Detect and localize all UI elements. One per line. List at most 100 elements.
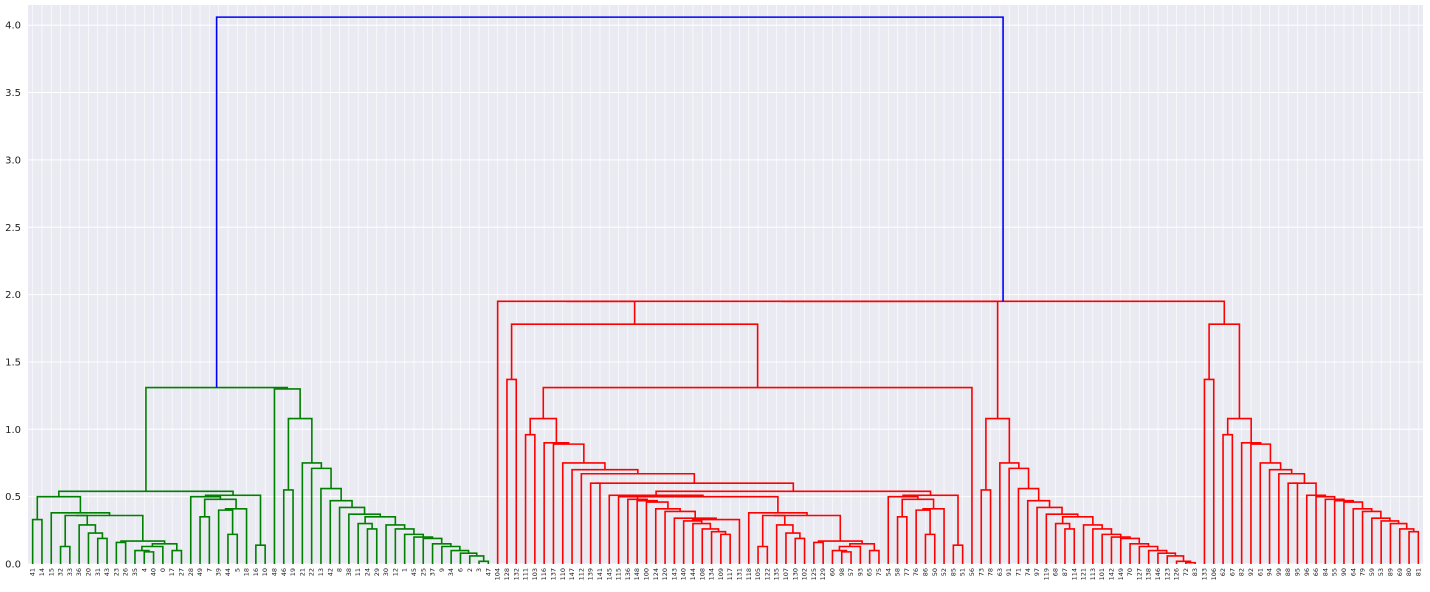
dendrogram-link [628, 495, 779, 513]
dendrogram-link [595, 482, 795, 492]
leaf-label: 4 [140, 568, 148, 572]
leaf-label: 124 [652, 568, 660, 580]
leaf-label: 76 [912, 568, 920, 576]
leaf-label: 79 [1359, 568, 1367, 576]
leaf-label: 135 [773, 568, 781, 580]
leaf-label: 32 [57, 568, 65, 576]
leaf-label: 145 [605, 568, 613, 580]
dendrogram-link [1343, 501, 1364, 564]
leaf-label: 97 [1033, 568, 1041, 576]
leaf-label: 44 [224, 568, 232, 576]
dendrogram-link [506, 378, 518, 564]
dendrogram-link [781, 300, 1226, 325]
leaf-label: 8 [336, 568, 344, 572]
leaf-label: 132 [512, 568, 520, 580]
y-tick-label: 4.0 [5, 21, 21, 32]
leaf-label: 134 [708, 568, 716, 580]
leaf-label: 146 [1154, 568, 1162, 580]
leaf-label: 133 [1200, 568, 1208, 580]
leaf-label: 27 [177, 568, 185, 576]
leaf-label: 11 [354, 568, 362, 576]
leaf-label: 6 [456, 568, 464, 572]
leaf-label: 5 [233, 568, 241, 572]
dendrogram-link [215, 16, 1004, 388]
leaf-label: 139 [587, 568, 595, 580]
dendrogram-link [1333, 499, 1355, 564]
leaf-label: 24 [363, 568, 371, 576]
leaf-label: 89 [1386, 568, 1394, 576]
leaf-label: 52 [940, 568, 948, 576]
leaf-label: 111 [522, 568, 530, 580]
leaf-label: 96 [1303, 568, 1311, 576]
leaf-label: 92 [1247, 568, 1255, 576]
leaf-label: 100 [642, 568, 650, 580]
leaf-label: 131 [735, 568, 743, 580]
leaf-label: 71 [1014, 568, 1022, 576]
leaf-label: 120 [661, 568, 669, 580]
leaf-label: 104 [494, 568, 502, 580]
leaf-label: 69 [1396, 568, 1404, 576]
leaf-label: 1 [401, 568, 409, 572]
leaf-label: 50 [931, 568, 939, 576]
leaf-label: 95 [1293, 568, 1301, 576]
dendrogram-link [636, 499, 658, 564]
dendrogram-link [76, 514, 144, 542]
leaf-label: 141 [596, 568, 604, 580]
leaf-label: 53 [1377, 568, 1385, 576]
dendrogram-link [1203, 378, 1215, 564]
dendrogram-link [301, 462, 323, 564]
dendrogram-link [980, 489, 992, 564]
leaf-label: 0 [159, 568, 167, 572]
dendrogram-link [902, 494, 959, 546]
leaf-label: 13 [317, 568, 325, 576]
leaf-label: 99 [1275, 568, 1283, 576]
leaf-label: 12 [391, 568, 399, 576]
dendrogram-link [1315, 495, 1336, 564]
leaf-label: 35 [131, 568, 139, 576]
leaf-label: 109 [717, 568, 725, 580]
dendrogram-link [761, 514, 786, 547]
leaf-label: 116 [540, 568, 548, 580]
leaf-label: 83 [1191, 568, 1199, 576]
leaf-label: 60 [828, 568, 836, 576]
grid-lines [28, 5, 1423, 565]
y-tick-label: 1.0 [5, 425, 21, 436]
leaf-label: 55 [1331, 568, 1339, 576]
leaf-label: 117 [726, 568, 734, 580]
leaf-label: 105 [754, 568, 762, 580]
leaf-label: 43 [103, 568, 111, 576]
leaf-label: 125 [810, 568, 818, 580]
y-tick-label: 3.5 [5, 88, 21, 99]
leaf-label: 91 [1005, 568, 1013, 576]
leaf-label: 114 [1070, 568, 1078, 580]
leaf-label: 64 [1349, 568, 1357, 576]
y-tick-label: 2.0 [5, 290, 21, 301]
y-tick-label: 3.0 [5, 155, 21, 166]
leaf-label: 73 [977, 568, 985, 576]
dendrogram-links [31, 16, 1420, 564]
leaf-label: 59 [1368, 568, 1376, 576]
leaf-label: 40 [150, 568, 158, 576]
dendrogram-link [1278, 472, 1306, 564]
leaf-label: 66 [1312, 568, 1320, 576]
leaf-label: 42 [326, 568, 334, 576]
leaf-label: 87 [1061, 568, 1069, 576]
leaf-label: 110 [559, 568, 567, 580]
dendrogram-link [887, 495, 919, 564]
leaf-label: 149 [1117, 568, 1125, 580]
dendrogram-link [1017, 487, 1040, 564]
leaf-label: 112 [577, 568, 585, 580]
leaf-label: 38 [345, 568, 353, 576]
leaf-label: 148 [633, 568, 641, 580]
leaf-label: 103 [531, 568, 539, 580]
leaf-label: 85 [949, 568, 957, 576]
dendrogram-link [561, 462, 606, 564]
dendrogram-link [571, 468, 639, 564]
leaf-label: 144 [689, 568, 697, 580]
leaf-label: 18 [243, 568, 251, 576]
dendrogram-link [773, 514, 842, 542]
dendrogram-link [36, 495, 82, 520]
dendrogram-link [608, 494, 704, 564]
leaf-label: 107 [782, 568, 790, 580]
dendrogram-link [655, 490, 932, 496]
